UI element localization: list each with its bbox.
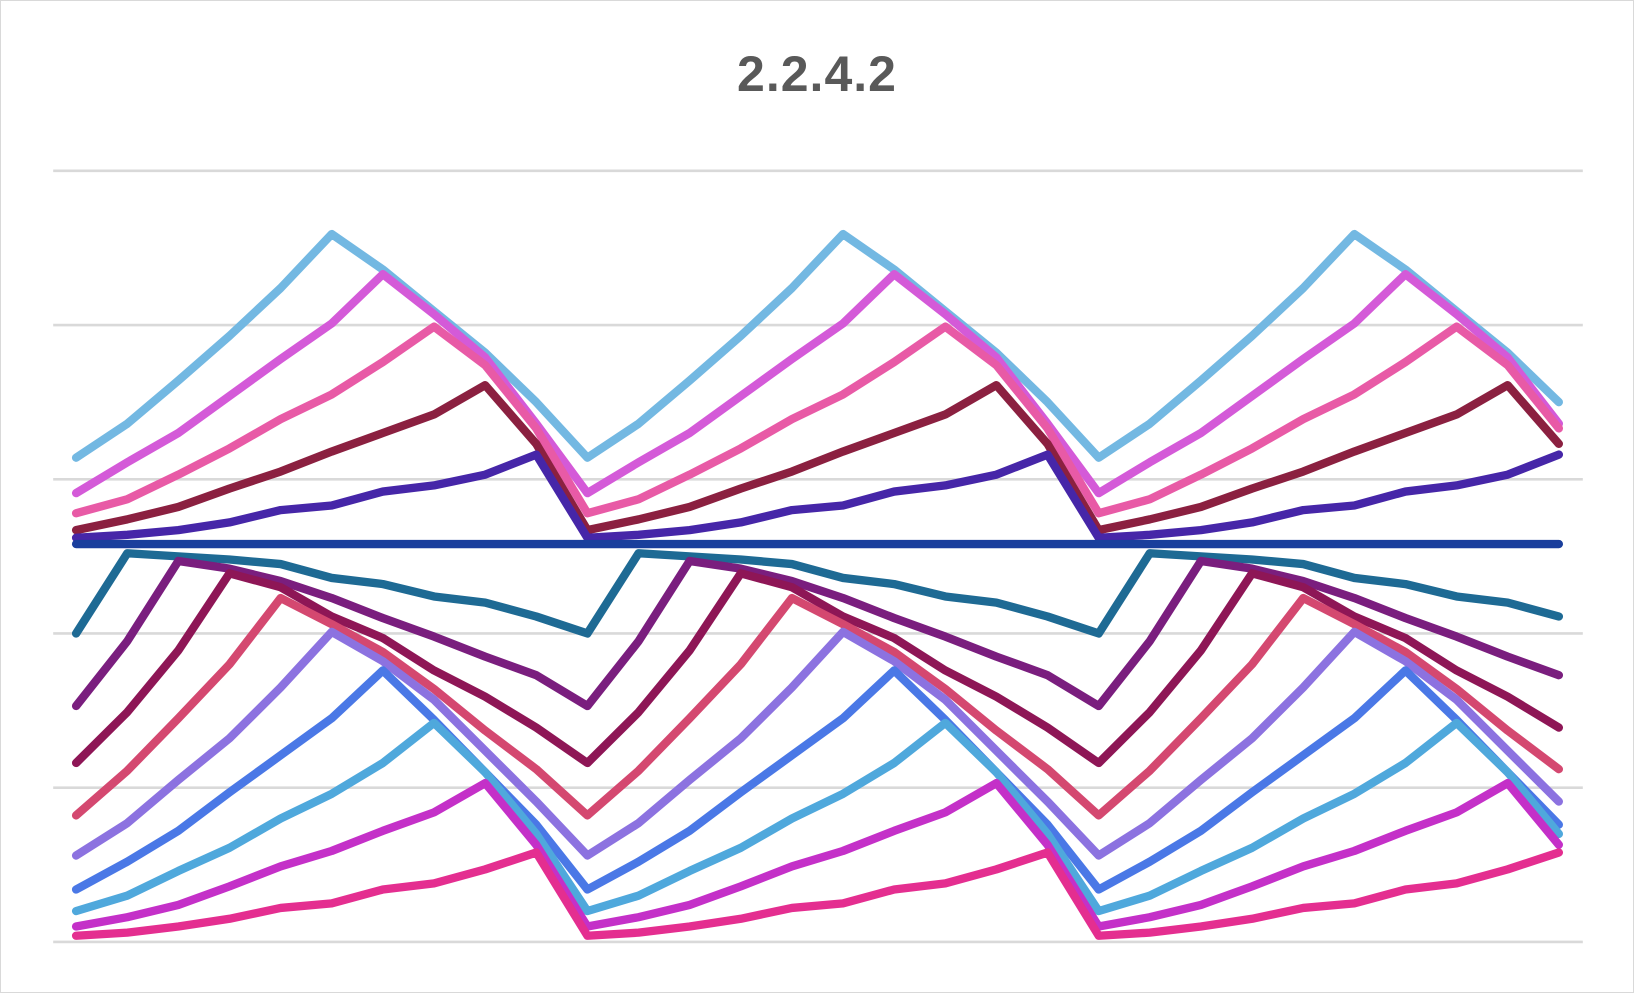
series-line-8 [71,569,1564,768]
series-line-9 [71,593,1564,820]
series-line-4 [71,381,1564,535]
series-line-13 [71,778,1564,931]
series-line-11 [71,666,1564,894]
series-lines [71,229,1564,940]
series-line-10 [71,627,1564,860]
series-line-6 [71,549,1564,638]
series-line-7 [71,556,1564,711]
series-line-2 [71,270,1564,498]
gridlines [53,169,1583,944]
series-line-5 [71,450,1564,542]
series-line-3 [71,322,1564,518]
chart-title: 2.2.4.2 [737,46,897,102]
series-line-1 [71,229,1564,462]
series-line-14 [71,848,1564,940]
series-line-12 [71,718,1564,916]
